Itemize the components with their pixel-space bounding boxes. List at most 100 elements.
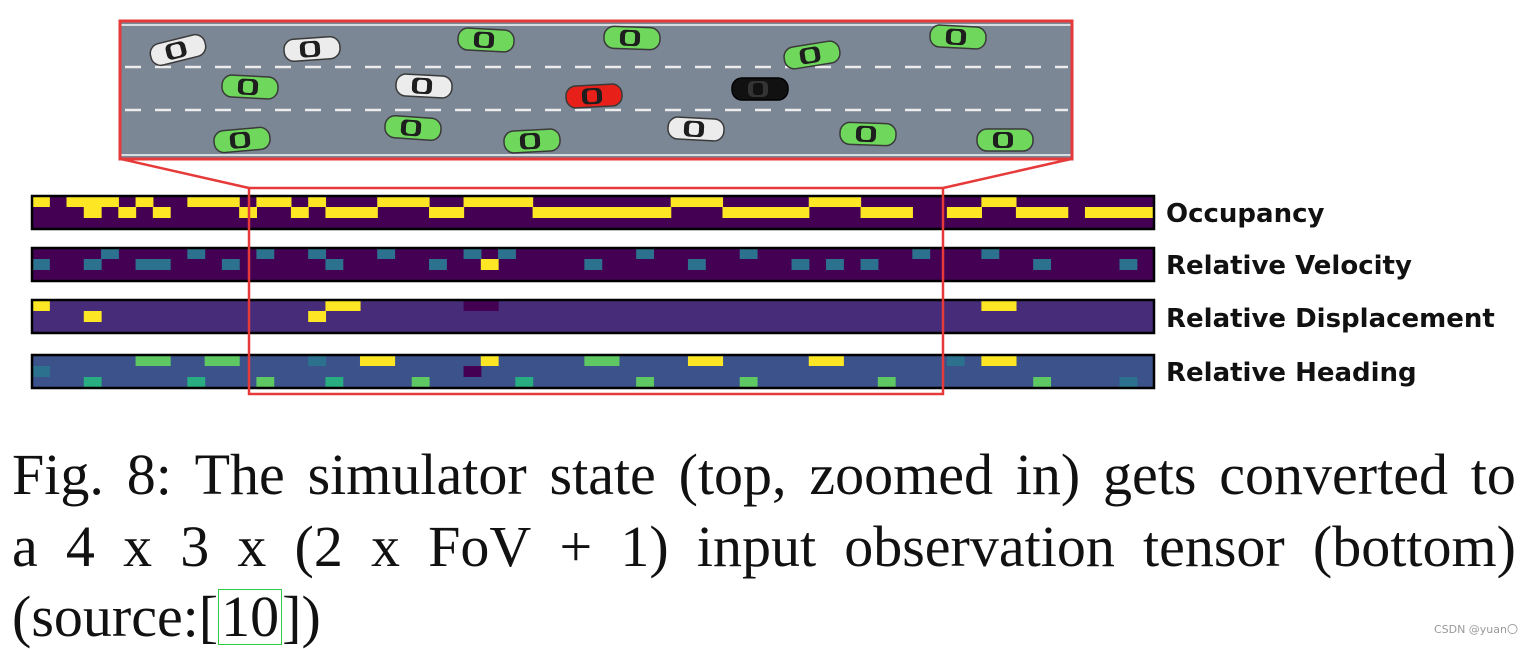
tensor-cell — [964, 207, 982, 218]
tensor-cell — [532, 207, 551, 218]
car — [221, 74, 279, 100]
tensor-cell — [187, 248, 206, 259]
tensor-cell — [981, 196, 1000, 207]
road-view — [118, 19, 1074, 161]
tensor-cell — [687, 196, 706, 207]
tensor-cell — [791, 207, 810, 218]
tensor-cell — [377, 248, 396, 259]
tensor-cell — [636, 207, 655, 218]
car — [731, 77, 789, 101]
tensor-row-border — [30, 194, 1156, 231]
tensor-cell — [187, 196, 206, 207]
tensor-cell — [463, 248, 482, 259]
tensor-cell — [101, 248, 119, 259]
car-roof — [242, 80, 254, 93]
car-roof — [860, 127, 872, 140]
tensor-cell — [722, 207, 741, 218]
tensor-cell — [998, 300, 1017, 311]
caption-word: 3 — [180, 514, 210, 579]
caption-line-2: a 4 x 3 x (2 x FoV +1) input observation tensor (bot… — [12, 518, 1516, 576]
tensor-cell — [498, 248, 516, 259]
caption-line-1: Fig. 8: The simulator state (top, zoomed in) get… — [12, 446, 1516, 504]
tensor-cell — [998, 355, 1017, 366]
tensor-cell — [463, 300, 482, 311]
tensor-cell — [66, 196, 85, 207]
car-roof — [586, 90, 598, 103]
car — [839, 121, 897, 147]
tensor-cell — [653, 207, 672, 218]
zoom-box-top — [118, 19, 1074, 161]
tensor-cell — [860, 259, 879, 270]
tensor-cell — [256, 377, 275, 388]
tensor-cell — [83, 196, 102, 207]
tensor-cell — [860, 207, 879, 218]
zoom-line-left — [120, 157, 250, 190]
tensor-cell — [877, 377, 896, 388]
tensor-cell — [463, 196, 482, 207]
tensor-cell — [670, 196, 689, 207]
caption-word: 1) — [620, 514, 669, 579]
tensor-row-2 — [30, 246, 1156, 283]
tensor-cell — [32, 300, 50, 311]
tensor-cell — [32, 259, 50, 270]
caption-word: Fig. — [12, 442, 104, 507]
tensor-cell — [135, 196, 154, 207]
tensor-cell — [446, 207, 465, 218]
tensor-cell — [1015, 207, 1034, 218]
tensor-cell — [739, 377, 758, 388]
tensor-cell — [325, 377, 344, 388]
tensor-cell — [359, 207, 378, 218]
tensor-cell — [118, 207, 137, 218]
tensor-cell — [187, 377, 206, 388]
tensor-cell — [308, 311, 327, 322]
tensor-cell — [687, 259, 706, 270]
tensor-cell — [204, 196, 223, 207]
watermark: CSDN @yuan〇 — [1433, 623, 1518, 636]
caption-word: a — [12, 514, 38, 579]
caption-word: The — [194, 442, 285, 507]
tensor-cell — [32, 366, 50, 377]
car — [457, 27, 515, 53]
cars — [149, 24, 1034, 154]
tensor-cell — [981, 300, 1000, 311]
tensor-row-4 — [30, 353, 1156, 390]
caption-word: (top, — [678, 442, 787, 507]
car — [283, 35, 341, 63]
tensor-cell — [83, 311, 102, 322]
caption-word: to — [1470, 442, 1516, 507]
tensor-cell — [359, 355, 378, 366]
car — [783, 40, 841, 70]
tensor-cell — [1033, 207, 1052, 218]
tensor-cell — [308, 355, 327, 366]
tensor-cell — [1033, 259, 1052, 270]
tensor-cell — [83, 207, 102, 218]
car-roof — [478, 33, 490, 46]
tensor-cell — [739, 207, 758, 218]
caption-word: tensor — [1143, 514, 1285, 579]
tensor-cell — [636, 377, 655, 388]
tensor-cell — [152, 259, 171, 270]
tensor-cell — [705, 196, 724, 207]
tensor-cell — [411, 377, 430, 388]
caption-line-3: (source:[10]) — [12, 588, 1516, 646]
tensor-cell — [1102, 207, 1121, 218]
caption-word: (2 — [294, 514, 343, 579]
car-roof — [688, 122, 700, 135]
tensor-cell — [273, 196, 292, 207]
tensor-cell — [808, 355, 827, 366]
tensor-cell — [895, 207, 913, 218]
caption-word: converted — [1219, 442, 1448, 507]
tensor-cell — [204, 355, 223, 366]
tensor-cell — [101, 196, 119, 207]
tensor-cell — [515, 196, 534, 207]
tensor-cell — [377, 196, 396, 207]
reference-link[interactable]: 10 — [218, 588, 283, 646]
car — [503, 128, 561, 154]
tensor-cell — [739, 248, 758, 259]
car — [395, 73, 453, 99]
tensor-cell — [981, 355, 1000, 366]
caption-source-prefix: (source:[ — [12, 584, 219, 649]
tensor-cell — [152, 355, 171, 366]
car-roof — [950, 30, 962, 43]
tensor-cell — [377, 355, 396, 366]
